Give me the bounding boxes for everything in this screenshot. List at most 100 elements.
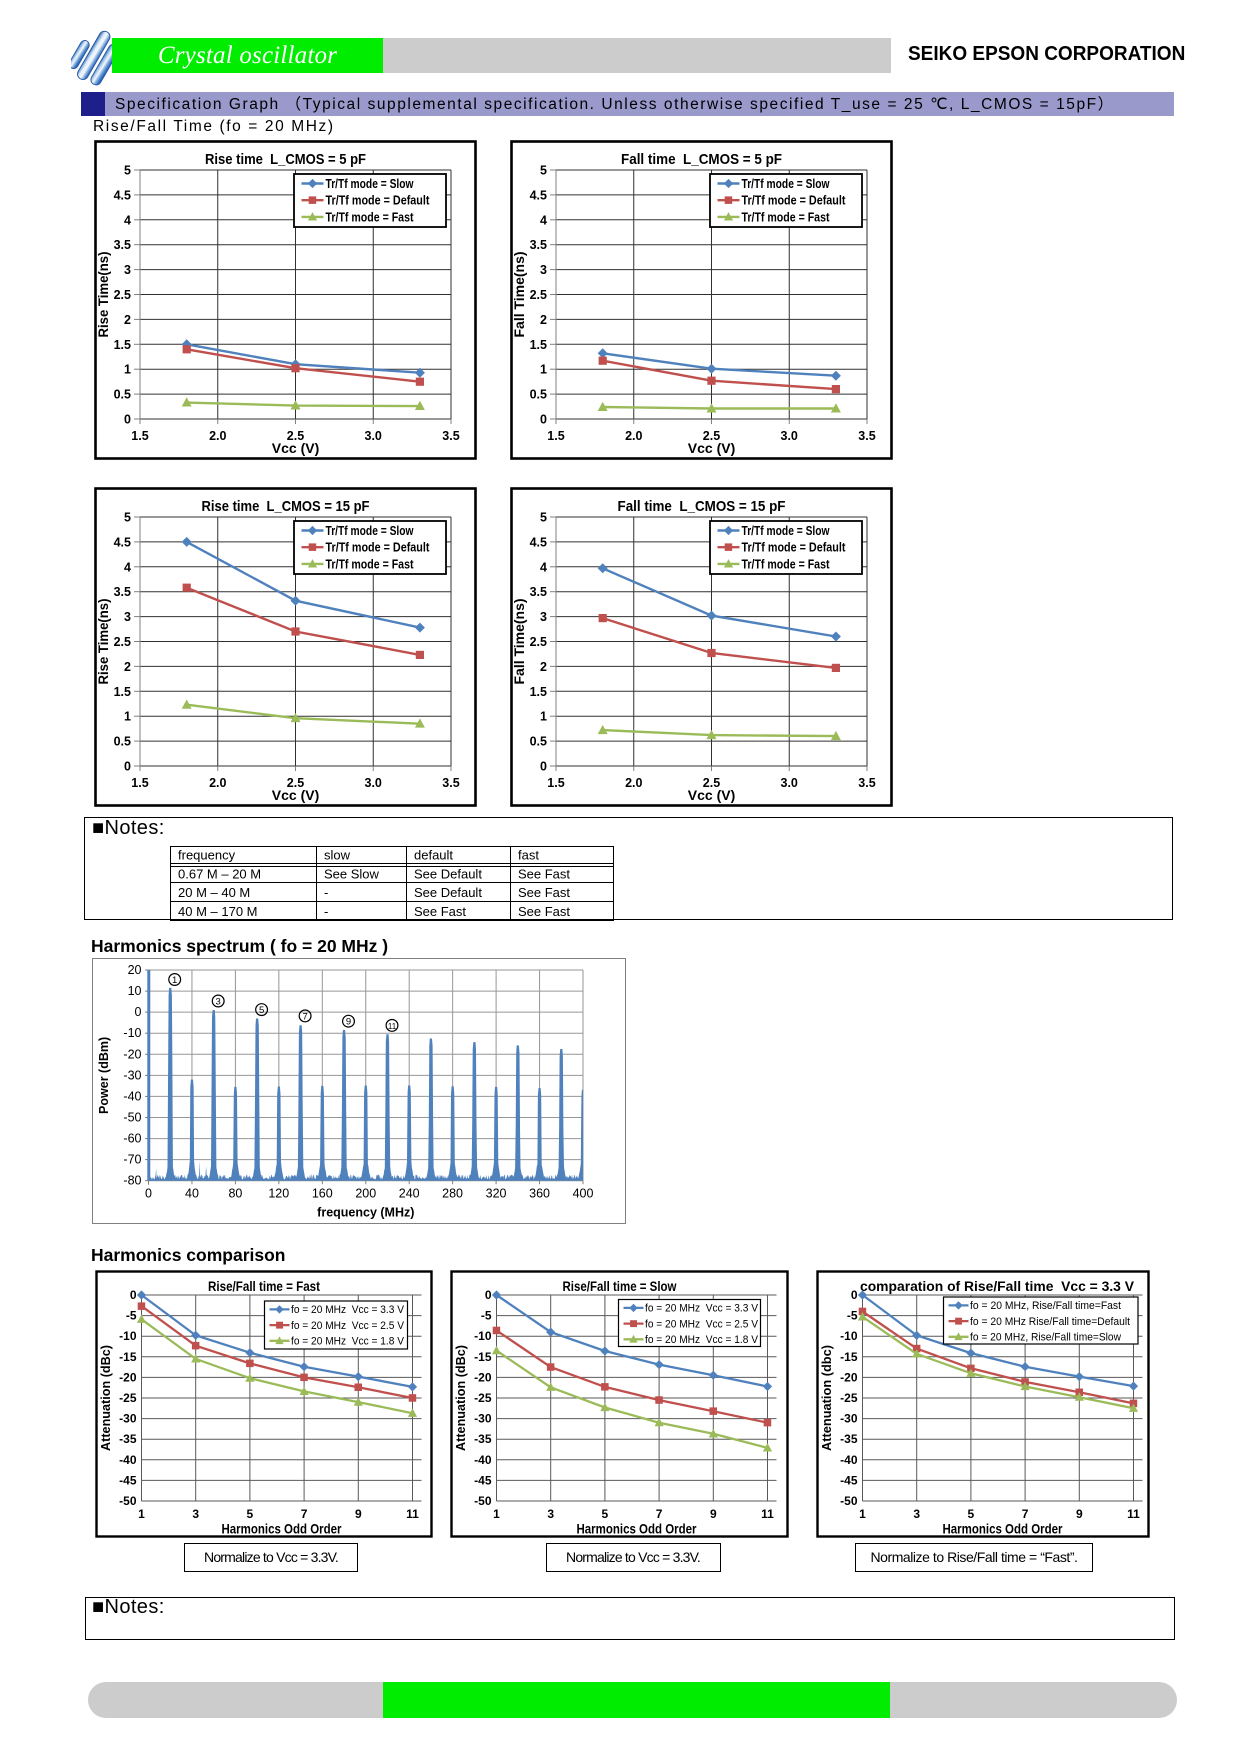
- svg-text:Tr/Tf mode = Slow: Tr/Tf mode = Slow: [326, 524, 414, 538]
- svg-text:comparation of Rise/Fall time: comparation of Rise/Fall time Vcc = 3.3 …: [860, 1279, 1134, 1294]
- svg-text:-15: -15: [840, 1350, 858, 1364]
- svg-text:1: 1: [124, 710, 131, 724]
- svg-text:2.5: 2.5: [702, 776, 719, 790]
- svg-text:4.5: 4.5: [529, 535, 546, 549]
- svg-text:-35: -35: [474, 1432, 492, 1446]
- svg-text:default: default: [414, 848, 453, 863]
- svg-text:Fall Time(ns): Fall Time(ns): [511, 252, 527, 338]
- svg-text:1.5: 1.5: [529, 338, 546, 352]
- svg-text:-20: -20: [123, 1047, 141, 1061]
- svg-text:fo = 20 MHz, Rise/Fall time=Sl: fo = 20 MHz, Rise/Fall time=Slow: [970, 1332, 1121, 1344]
- svg-text:See Default: See Default: [414, 867, 482, 882]
- svg-text:fo = 20 MHz, Rise/Fall time=Fa: fo = 20 MHz, Rise/Fall time=Fast: [970, 1300, 1121, 1312]
- svg-text:frequency: frequency: [178, 848, 236, 863]
- svg-text:5: 5: [540, 511, 547, 525]
- svg-text:3: 3: [547, 1507, 554, 1521]
- svg-text:See Fast: See Fast: [518, 885, 570, 900]
- svg-text:Harmonics Odd Order: Harmonics Odd Order: [221, 1522, 342, 1537]
- svg-text:Attenuation (dBc): Attenuation (dBc): [98, 1345, 113, 1451]
- svg-text:See Default: See Default: [414, 885, 482, 900]
- svg-text:2.5: 2.5: [702, 429, 719, 443]
- svg-text:Tr/Tf mode = Slow: Tr/Tf mode = Slow: [741, 524, 829, 538]
- svg-text:0: 0: [124, 760, 131, 774]
- svg-text:1: 1: [859, 1507, 866, 1521]
- svg-text:20: 20: [128, 963, 142, 977]
- svg-text:-40: -40: [474, 1453, 492, 1467]
- svg-text:-35: -35: [840, 1432, 858, 1446]
- svg-text:Rise Time(ns): Rise Time(ns): [95, 252, 111, 338]
- svg-text:Tr/Tf mode = Fast: Tr/Tf mode = Fast: [326, 557, 415, 571]
- svg-text:-5: -5: [846, 1309, 857, 1323]
- svg-text:-10: -10: [840, 1329, 858, 1343]
- svg-text:-40: -40: [840, 1453, 858, 1467]
- svg-text:0.5: 0.5: [529, 388, 546, 402]
- svg-text:1: 1: [124, 363, 131, 377]
- svg-text:80: 80: [228, 1187, 242, 1201]
- svg-text:fo = 20 MHz Vcc = 3.3 V: fo = 20 MHz Vcc = 3.3 V: [645, 1303, 759, 1315]
- svg-text:3.0: 3.0: [780, 776, 797, 790]
- svg-text:fo = 20 MHz Vcc = 1.8 V: fo = 20 MHz Vcc = 1.8 V: [291, 1336, 405, 1348]
- svg-text:frequency (MHz): frequency (MHz): [317, 1206, 414, 1220]
- svg-text:Attenuation (dBc): Attenuation (dBc): [453, 1345, 468, 1451]
- svg-text:-10: -10: [123, 1026, 141, 1040]
- svg-text:Tr/Tf mode = Default: Tr/Tf mode = Default: [741, 194, 846, 208]
- svg-text:5: 5: [124, 511, 131, 525]
- svg-text:-45: -45: [119, 1473, 137, 1487]
- svg-text:3.0: 3.0: [365, 429, 382, 443]
- svg-text:7: 7: [302, 1011, 307, 1022]
- svg-text:7: 7: [655, 1507, 662, 1521]
- svg-text:2.5: 2.5: [287, 429, 304, 443]
- svg-text:See Fast: See Fast: [518, 904, 570, 919]
- svg-text:9: 9: [709, 1507, 716, 1521]
- svg-text:9: 9: [354, 1507, 361, 1521]
- svg-text:2.5: 2.5: [114, 635, 131, 649]
- svg-text:3.5: 3.5: [858, 776, 875, 790]
- svg-text:Tr/Tf mode = Default: Tr/Tf mode = Default: [326, 194, 431, 208]
- svg-text:5: 5: [967, 1507, 974, 1521]
- svg-text:2: 2: [540, 660, 547, 674]
- svg-text:1.5: 1.5: [529, 685, 546, 699]
- svg-text:240: 240: [399, 1187, 420, 1201]
- svg-text:slow: slow: [324, 848, 351, 863]
- svg-text:fo = 20 MHz Vcc = 1.8 V: fo = 20 MHz Vcc = 1.8 V: [645, 1334, 759, 1346]
- svg-text:10: 10: [128, 984, 142, 998]
- svg-text:Rise time L_CMOS = 15 pF: Rise time L_CMOS = 15 pF: [202, 498, 370, 515]
- svg-text:4.5: 4.5: [114, 188, 131, 202]
- svg-text:3: 3: [913, 1507, 920, 1521]
- svg-text:-60: -60: [123, 1132, 141, 1146]
- svg-text:-30: -30: [474, 1412, 492, 1426]
- svg-text:0: 0: [540, 413, 547, 427]
- svg-text:3: 3: [124, 610, 131, 624]
- svg-text:-70: -70: [123, 1153, 141, 1167]
- svg-text:fo = 20 MHz Rise/Fall time=Def: fo = 20 MHz Rise/Fall time=Default: [970, 1316, 1130, 1328]
- svg-text:-25: -25: [474, 1391, 492, 1405]
- svg-text:1.5: 1.5: [114, 685, 131, 699]
- svg-text:3.5: 3.5: [858, 429, 875, 443]
- svg-text:Vcc (V): Vcc (V): [687, 787, 734, 803]
- svg-text:-5: -5: [480, 1309, 491, 1323]
- svg-text:-15: -15: [474, 1350, 492, 1364]
- svg-text:7: 7: [300, 1507, 307, 1521]
- svg-text:3.5: 3.5: [529, 585, 546, 599]
- svg-text:Vcc (V): Vcc (V): [272, 440, 319, 456]
- svg-text:0: 0: [540, 760, 547, 774]
- svg-text:3: 3: [216, 996, 221, 1007]
- svg-text:Harmonics Odd Order: Harmonics Odd Order: [576, 1522, 697, 1537]
- svg-text:0.5: 0.5: [114, 388, 131, 402]
- svg-text:0: 0: [135, 1005, 142, 1019]
- svg-text:1.5: 1.5: [114, 338, 131, 352]
- svg-text:Rise time L_CMOS = 5 pF: Rise time L_CMOS = 5 pF: [205, 151, 366, 168]
- svg-text:2.0: 2.0: [209, 429, 226, 443]
- svg-text:-50: -50: [123, 1111, 141, 1125]
- svg-text:-30: -30: [119, 1412, 137, 1426]
- svg-text:3.0: 3.0: [365, 776, 382, 790]
- svg-text:3.5: 3.5: [442, 429, 459, 443]
- svg-text:fo = 20 MHz Vcc = 2.5 V: fo = 20 MHz Vcc = 2.5 V: [645, 1318, 759, 1330]
- svg-text:11: 11: [406, 1507, 419, 1521]
- svg-text:0.5: 0.5: [529, 735, 546, 749]
- svg-text:200: 200: [355, 1187, 376, 1201]
- svg-text:160: 160: [312, 1187, 333, 1201]
- svg-text:360: 360: [529, 1187, 550, 1201]
- svg-text:3: 3: [540, 263, 547, 277]
- svg-text:fast: fast: [518, 848, 539, 863]
